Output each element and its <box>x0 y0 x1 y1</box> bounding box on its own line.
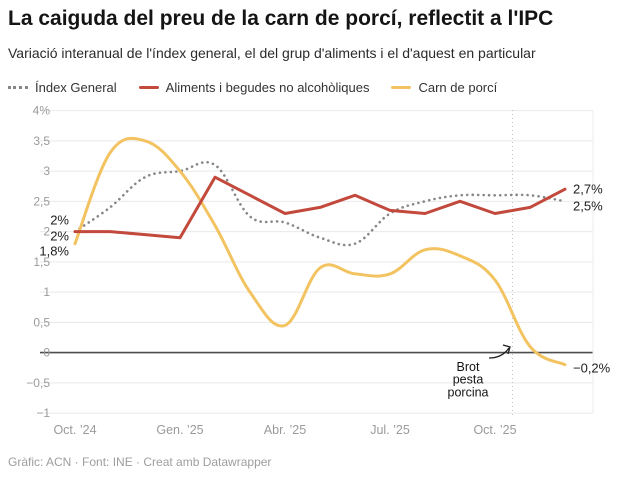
red-line-swatch-icon <box>138 86 159 89</box>
series-line-1 <box>73 160 567 247</box>
x-tick-label: Abr. ’25 <box>264 423 306 437</box>
annotation-arrow <box>488 347 510 359</box>
y-tick-label: 0,5 <box>33 315 50 329</box>
legend-label: Carn de porcí <box>418 80 498 95</box>
end-value-label: −0,2% <box>573 361 611 376</box>
series-line-3 <box>73 136 567 367</box>
y-tick-label: 2,5 <box>33 194 50 208</box>
yellow-line-swatch-icon <box>391 86 412 89</box>
y-tick-label: −1 <box>36 406 50 420</box>
attribution: Gràfic: ACN · Font: INE · Creat amb Data… <box>8 455 272 469</box>
end-value-label: 2,7% <box>573 181 603 196</box>
y-tick-label: 0 <box>43 346 50 360</box>
y-tick-label: 1,5 <box>33 255 50 269</box>
start-value-label: 1,8% <box>39 244 69 259</box>
legend-label: Índex General <box>35 80 117 95</box>
x-tick-label: Oct. ’25 <box>473 423 516 437</box>
annotation-text: Brot <box>457 360 480 374</box>
start-value-label: 2% <box>50 213 69 228</box>
end-value-label: 2,5% <box>573 198 603 213</box>
x-tick-label: Oct. ’24 <box>53 423 96 437</box>
y-tick-label: 1 <box>43 285 50 299</box>
y-tick-label: 3,5 <box>33 134 50 148</box>
legend-item-carn-de-porci: Carn de porcí <box>391 80 497 95</box>
start-value-label: 2% <box>50 229 69 244</box>
dotted-line-swatch-icon <box>8 86 28 89</box>
chart-subtitle: Variació interanual de l'índex general, … <box>8 45 536 61</box>
x-tick-label: Jul. ’25 <box>370 423 410 437</box>
y-tick-label: 2 <box>43 225 50 239</box>
line-chart-plot: 4% 3,5 3 2,5 2 1,5 1 0,5 0 −0,5 −1 Oct. ’24 Gen. ’25… <box>0 100 640 450</box>
legend-label: Aliments i begudes no alcohòliques <box>165 80 370 95</box>
chart-title: La caiguda del preu de la carn de porcí,… <box>8 7 554 30</box>
x-tick-label: Gen. ’25 <box>156 423 203 437</box>
annotation-text: porcina <box>448 385 489 399</box>
chart-legend: Índex General Aliments i begudes no alco… <box>8 80 497 95</box>
annotation-arrowhead-icon <box>502 344 511 355</box>
annotation-text: pesta <box>453 373 484 387</box>
series-line-2 <box>73 175 567 240</box>
legend-item-index-general: Índex General <box>8 80 117 95</box>
y-tick-label: 3 <box>43 164 50 178</box>
legend-item-aliments: Aliments i begudes no alcohòliques <box>138 80 370 95</box>
y-tick-label: −0,5 <box>26 376 50 390</box>
y-tick-label: 4% <box>33 104 51 118</box>
